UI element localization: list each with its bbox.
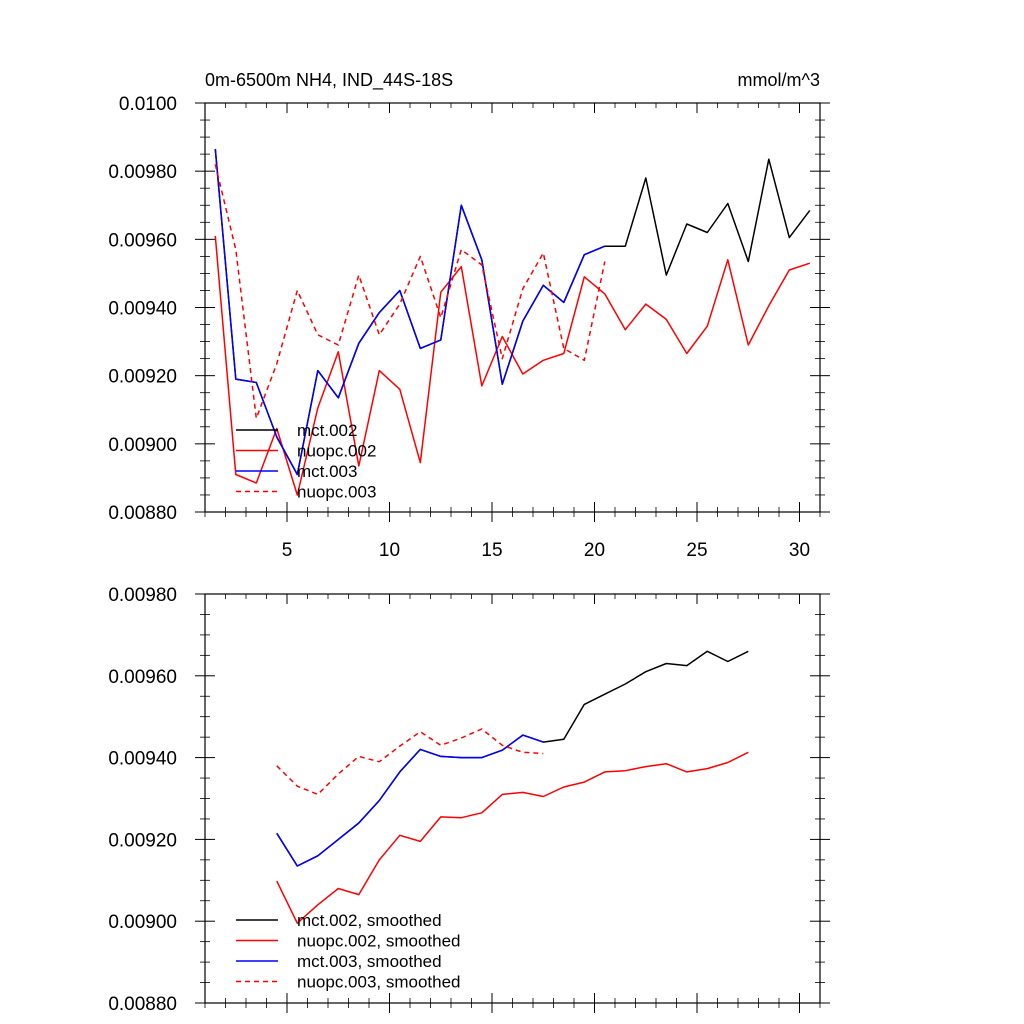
- series-line-mct-003-smoothed: [276, 734, 544, 867]
- legend-label: mct.003, smoothed: [297, 952, 442, 971]
- x-tick-label: 15: [481, 540, 502, 561]
- legend-label: nuopc.002, smoothed: [297, 932, 461, 951]
- y-tick-label: 0.00920: [108, 367, 177, 388]
- y-tick-label: 0.00880: [108, 503, 177, 524]
- units-label: mmol/m^3: [738, 70, 820, 90]
- legend-label: mct.003: [297, 462, 357, 481]
- y-tick-label: 0.00940: [108, 749, 177, 770]
- legend-label: nuopc.003, smoothed: [297, 973, 461, 992]
- chart-title: 0m-6500m NH4, IND_44S-18S: [205, 70, 453, 91]
- legend-label: nuopc.002: [297, 442, 376, 461]
- y-tick-label: 0.00960: [108, 230, 177, 251]
- y-tick-label: 0.00980: [108, 585, 177, 606]
- y-tick-label: 0.00920: [108, 830, 177, 851]
- top-panel: 5 10 15 20 25 30 0.00880 0.00900 0.00920 0.00940 0…: [108, 94, 830, 561]
- legend-label: mct.002: [297, 421, 357, 440]
- x-tick-label: 25: [686, 540, 707, 561]
- y-tick-label: 0.00940: [108, 299, 177, 320]
- bottom-panel: 0.00880 0.00900 0.00920 0.00940 0.00960 0.009…: [108, 585, 830, 1015]
- series-line-nuopc-002: [214, 235, 811, 496]
- y-tick-label: 0.00960: [108, 667, 177, 688]
- x-tick-label: 5: [282, 540, 293, 561]
- y-tick-label: 0.00900: [108, 912, 177, 933]
- y-tick-label: 0.00980: [108, 162, 177, 183]
- y-tick-label: 0.00900: [108, 435, 177, 456]
- x-tick-label: 30: [789, 540, 810, 561]
- series-line-mct-003: [214, 148, 606, 476]
- y-tick-label: 0.00880: [108, 994, 177, 1015]
- x-tick-label: 20: [584, 540, 605, 561]
- series-line-nuopc-002-smoothed: [276, 751, 749, 924]
- y-tick-label: 0.0100: [119, 94, 177, 115]
- legend-label: mct.002, smoothed: [297, 911, 442, 930]
- legend-label: nuopc.003: [297, 483, 376, 502]
- series-line-nuopc-003: [214, 164, 606, 420]
- series-line-nuopc-003-smoothed: [276, 728, 544, 796]
- x-tick-label: 10: [379, 540, 400, 561]
